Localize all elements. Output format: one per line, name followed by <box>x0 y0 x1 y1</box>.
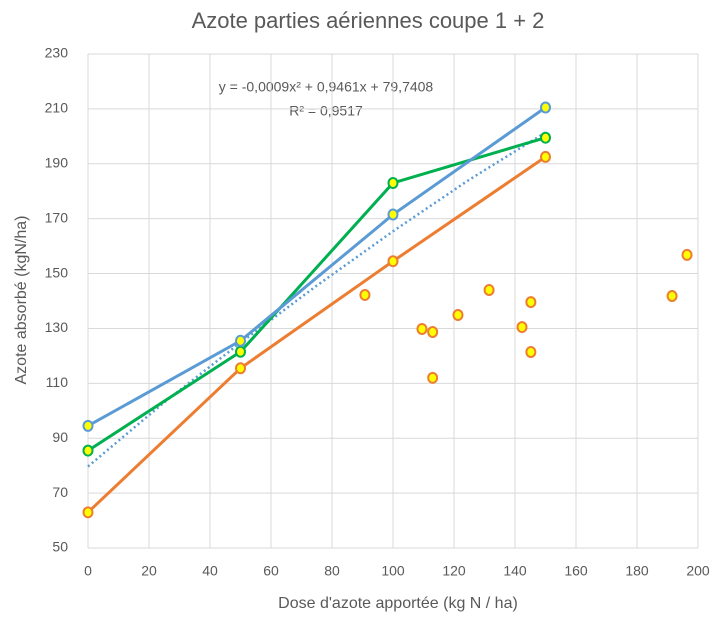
marker <box>387 255 399 268</box>
x-tick-label: 180 <box>625 563 649 579</box>
marker <box>452 308 464 321</box>
y-tick-label: 110 <box>46 374 69 390</box>
marker <box>82 506 94 519</box>
y-tick-label: 70 <box>52 484 68 500</box>
x-tick-label: 80 <box>324 563 340 579</box>
marker <box>427 326 439 339</box>
marker <box>525 346 537 359</box>
y-tick-label: 170 <box>45 209 69 225</box>
marker <box>82 419 94 432</box>
marker <box>416 322 428 335</box>
marker <box>525 296 537 309</box>
chart-title: Azote parties aériennes coupe 1 + 2 <box>192 8 545 33</box>
marker <box>235 362 246 375</box>
marker <box>235 334 246 347</box>
y-tick-label: 230 <box>45 45 69 61</box>
y-tick-label: 210 <box>45 100 69 116</box>
x-tick-label: 40 <box>202 563 218 579</box>
x-tick-label: 60 <box>263 563 279 579</box>
x-tick-label: 0 <box>84 563 92 579</box>
series-line <box>87 136 546 452</box>
marker <box>483 284 495 297</box>
marker <box>681 248 693 261</box>
x-tick-label: 100 <box>381 563 405 579</box>
marker <box>516 321 528 334</box>
marker <box>235 345 246 358</box>
y-tick-label: 50 <box>52 539 68 555</box>
marker <box>540 101 551 114</box>
marker <box>387 176 399 189</box>
r-squared: R² = 0,9517 <box>289 103 363 119</box>
marker <box>387 208 399 221</box>
marker <box>666 290 678 303</box>
y-tick-label: 130 <box>45 319 69 335</box>
series-line <box>87 106 547 428</box>
y-tick-label: 90 <box>52 429 68 445</box>
trendline <box>87 131 547 468</box>
series-line <box>86 155 547 514</box>
equation: y = -0,0009x² + 0,9461x + 79,7408 <box>219 79 434 95</box>
x-axis-label: Dose d'azote apportée (kg N / ha) <box>278 595 518 612</box>
marker <box>540 150 551 163</box>
x-tick-label: 200 <box>686 563 710 579</box>
x-tick-label: 20 <box>141 563 157 579</box>
x-tick-label: 160 <box>564 563 588 579</box>
y-tick-label: 150 <box>45 264 69 280</box>
marker <box>427 371 439 384</box>
marker <box>540 131 551 144</box>
marker <box>359 288 371 301</box>
x-tick-label: 120 <box>442 563 466 579</box>
y-axis-label: Azote absorbé (kgN/ha) <box>13 216 30 385</box>
y-tick-label: 190 <box>45 154 69 170</box>
x-tick-label: 140 <box>503 563 527 579</box>
marker <box>82 444 94 457</box>
